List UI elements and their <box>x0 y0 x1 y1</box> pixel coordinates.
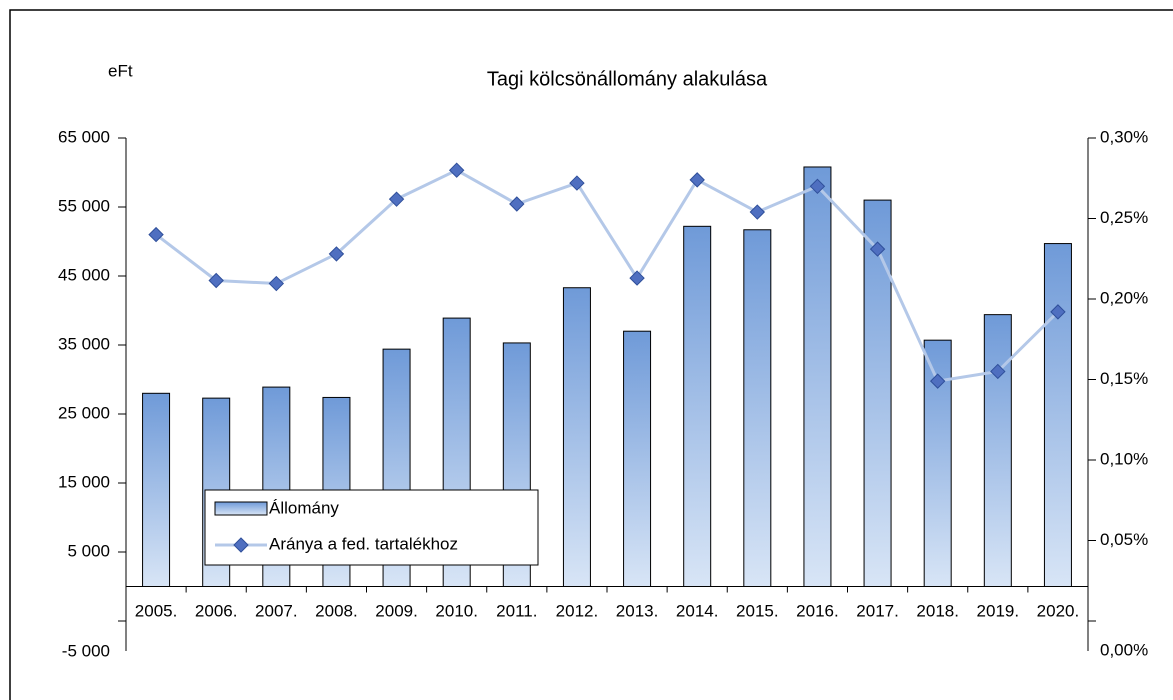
legend-label: Aránya a fed. tartalékhoz <box>269 534 458 553</box>
bar <box>562 287 591 587</box>
y2-tick-label: 0,30% <box>1100 127 1148 146</box>
line-marker <box>448 162 465 178</box>
y2-tick-label: 0,20% <box>1100 288 1148 307</box>
bar <box>623 330 652 588</box>
bar <box>803 166 832 587</box>
y-axis-label: eFt <box>108 61 133 80</box>
bar <box>1043 243 1072 587</box>
line-marker <box>509 196 525 212</box>
y-tick-label: -5 000 <box>62 641 110 660</box>
y2-tick-label: 0,25% <box>1100 208 1148 227</box>
line-marker <box>328 246 345 262</box>
bar <box>743 229 772 588</box>
line-marker <box>749 204 766 220</box>
y2-tick-label: 0,15% <box>1100 369 1148 388</box>
x-tick-label: 2005. <box>135 601 178 620</box>
y2-tick-label: 0,00% <box>1100 640 1148 659</box>
x-tick-label: 2008. <box>315 601 358 620</box>
legend-box <box>204 489 539 566</box>
line-marker <box>569 175 585 191</box>
x-tick-label: 2010. <box>435 601 478 620</box>
x-tick-label: 2006. <box>195 601 238 620</box>
x-tick-label: 2009. <box>375 601 418 620</box>
x-tick-label: 2011. <box>496 601 537 620</box>
x-tick-label: 2017. <box>856 601 899 620</box>
line-marker <box>689 172 705 188</box>
chart-title: Tagi kölcsönállomány alakulása <box>487 68 768 90</box>
line-marker <box>809 178 826 195</box>
legend-swatch <box>214 501 268 516</box>
y-tick-label: 15 000 <box>58 472 110 491</box>
x-tick-label: 2018. <box>916 601 959 620</box>
x-tick-label: 2007. <box>255 601 298 620</box>
y-tick-label: 55 000 <box>58 196 110 215</box>
y-tick-label: 65 000 <box>58 127 110 146</box>
legend-label: Állomány <box>269 498 339 517</box>
line-marker <box>388 191 405 207</box>
line-marker <box>208 272 224 289</box>
line-marker <box>929 373 946 389</box>
y-tick-label: 5 000 <box>67 541 110 560</box>
y2-tick-label: 0,10% <box>1100 449 1148 468</box>
bar <box>142 392 171 587</box>
bar <box>863 199 892 587</box>
line-marker <box>268 275 285 292</box>
x-tick-label: 2015. <box>736 601 779 620</box>
line-marker <box>1050 304 1066 320</box>
y-tick-label: 35 000 <box>58 334 110 353</box>
y-tick-label: 25 000 <box>58 403 110 422</box>
line <box>155 168 1059 383</box>
line-marker <box>990 363 1006 380</box>
x-tick-label: 2012. <box>556 601 599 620</box>
legend-marker <box>233 537 249 553</box>
line-marker <box>148 226 164 243</box>
y-tick-label: 45 000 <box>58 265 110 284</box>
x-tick-label: 2014. <box>676 601 719 620</box>
x-tick-label: 2020. <box>1037 601 1080 620</box>
x-tick-label: 2016. <box>796 601 839 620</box>
bar <box>983 314 1012 587</box>
x-tick-label: 2019. <box>977 601 1020 620</box>
y2-tick-label: 0,05% <box>1100 530 1148 549</box>
bar <box>683 225 712 587</box>
x-tick-label: 2013. <box>616 601 659 620</box>
line-marker <box>869 241 886 257</box>
line-marker <box>629 270 645 286</box>
